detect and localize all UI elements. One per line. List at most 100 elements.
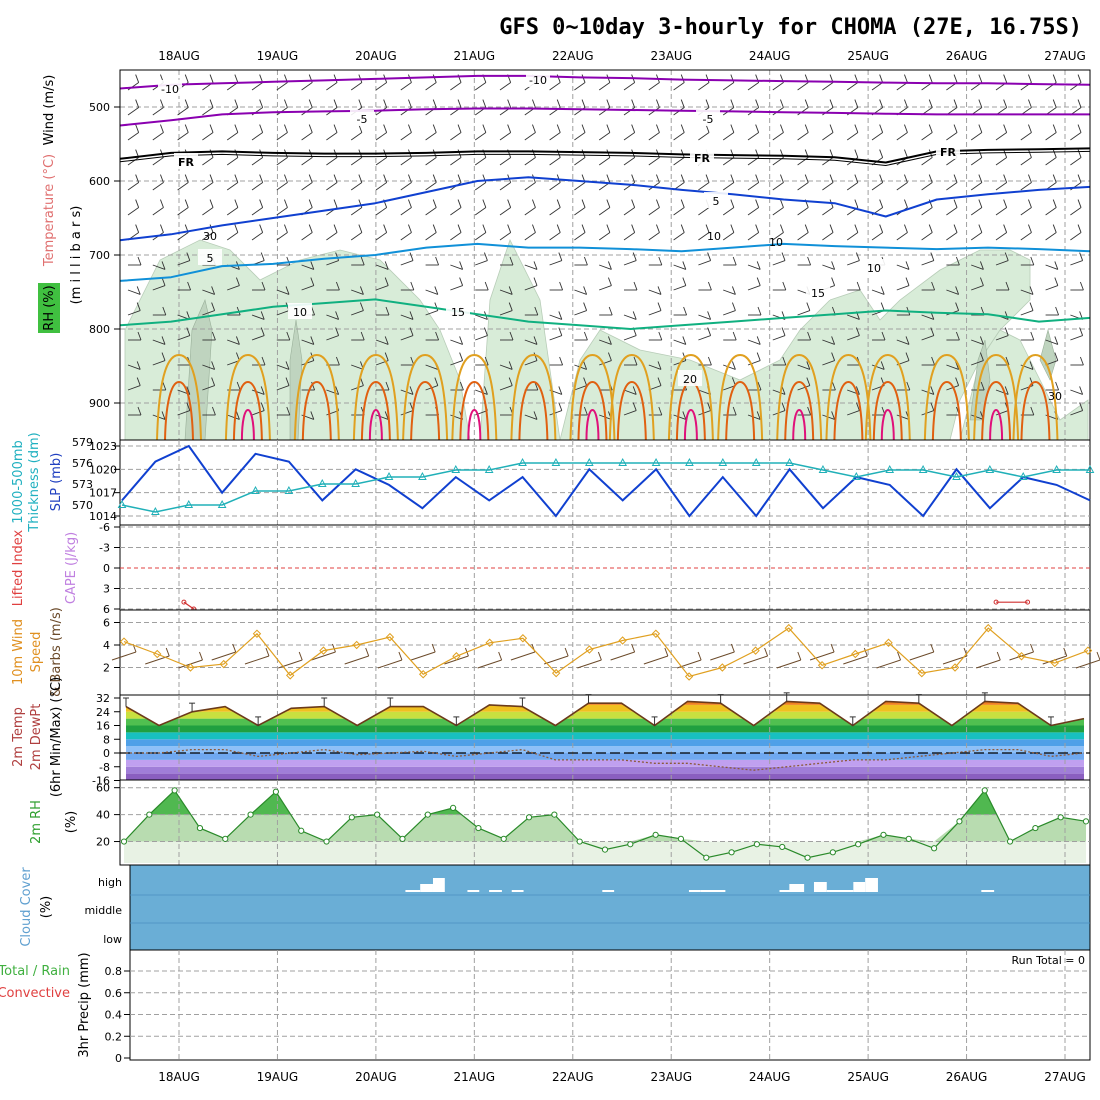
wind-barb <box>301 157 313 166</box>
wind-barb-flag <box>658 256 663 266</box>
wind-barb-flag <box>904 149 908 158</box>
wind-barb <box>1070 157 1082 166</box>
wind-barb <box>400 335 414 341</box>
wind-barb-flag <box>236 381 241 391</box>
wind-barb <box>747 132 759 141</box>
wind-barb <box>400 232 412 241</box>
isotherm-20-arc <box>667 353 714 441</box>
wind-barb <box>350 132 363 141</box>
wind-barb-flag <box>581 224 586 233</box>
wind-barb-flag <box>260 402 265 411</box>
wind-speed-marker <box>418 670 428 679</box>
wind-barb <box>375 414 389 420</box>
wind-barb-flag <box>507 124 512 133</box>
wind-barb-10m-flag <box>232 643 237 653</box>
wind-barb-flag <box>879 174 884 183</box>
wind-barb-flag <box>333 124 338 133</box>
wind-barb-10m <box>809 651 835 661</box>
thickness-marker <box>751 457 761 466</box>
wind-barb-flag <box>284 224 288 233</box>
axis-label-thickness-2: Thickness (dm) <box>27 432 42 532</box>
wind-barb-flag <box>707 252 712 261</box>
wind-barb-flag <box>904 224 908 233</box>
wind-barb <box>623 107 635 116</box>
wind-barb <box>301 360 314 366</box>
rh-area-mid <box>124 790 1086 842</box>
wind-barb-flag <box>657 286 662 295</box>
wind-barb <box>326 157 338 166</box>
pressure-tick-label: 700 <box>89 249 110 262</box>
wind-barb-flag <box>532 199 536 208</box>
wind-barb-flag <box>1077 174 1082 183</box>
wind-barb <box>598 82 611 91</box>
wind-barb-flag <box>607 261 612 270</box>
wind-barb-flag <box>310 277 315 286</box>
wind-barb <box>772 335 786 341</box>
wind-barb <box>921 314 934 320</box>
wind-barb <box>1020 310 1034 316</box>
wind-speed-marker <box>153 649 162 659</box>
date-label-bottom: 18AUG <box>158 1070 200 1084</box>
wind-barb <box>375 157 387 166</box>
cloud-bar <box>853 882 866 892</box>
wind-barb <box>1045 132 1057 141</box>
wind-barb-flag <box>953 174 958 183</box>
wind-barb-flag <box>904 199 908 208</box>
wind-barb <box>747 264 761 270</box>
wind-barb-flag <box>409 311 414 320</box>
wind-barb-flag <box>260 386 265 395</box>
wind-barb-flag <box>135 199 140 208</box>
wind-barb <box>475 335 488 341</box>
wind-barb <box>896 339 910 345</box>
cloud-bar <box>511 890 524 892</box>
wind-barb <box>524 264 538 270</box>
wind-barb-flag <box>854 224 859 233</box>
wind-barb <box>152 157 164 166</box>
wind-barb <box>797 157 809 166</box>
slp-ticks: 570 573 576 579 1014 1017 1020 1023 <box>72 436 120 523</box>
wind-barb <box>1045 232 1057 241</box>
wind-barb <box>599 285 612 291</box>
wind-barb <box>425 232 437 241</box>
wind-barb-flag <box>556 224 561 233</box>
isotherm-20-arc <box>776 353 823 441</box>
wind-barb <box>350 232 363 241</box>
wind-barb-flag <box>507 224 512 233</box>
wind-barb <box>276 82 288 91</box>
slp-tick: 1023 <box>89 440 117 453</box>
contour-label-bg <box>936 143 960 159</box>
date-label-bottom: 22AUG <box>552 1070 594 1084</box>
thickness-marker <box>184 499 194 508</box>
axis-label-wind: Wind (m/s) <box>42 75 57 146</box>
wind-barb-flag <box>780 199 784 208</box>
contour-label: 30 <box>203 230 217 243</box>
thickness-marker <box>785 457 794 466</box>
wind-barb-flag <box>656 174 660 183</box>
wind-barb-flag <box>583 286 588 295</box>
contour-label: -5 <box>357 113 368 126</box>
temp-tick: -16 <box>92 775 110 788</box>
isotherm-25-arc <box>833 380 864 441</box>
wind-barb-flag <box>508 286 513 295</box>
rh-marker <box>171 787 178 794</box>
wind-barb <box>350 82 363 91</box>
wind-barb-flag <box>1004 311 1009 320</box>
wind-barb-flag <box>435 256 440 266</box>
wind-barb <box>549 157 561 166</box>
wind-barb <box>499 232 511 241</box>
wind-barb-flag <box>955 302 960 311</box>
contour-label: 5 <box>713 195 720 208</box>
wind-barb <box>946 132 958 141</box>
wind-barb-flag <box>680 224 685 233</box>
wind-barb <box>326 132 338 141</box>
rh-tick: 40 <box>96 809 110 822</box>
wind-barb-flag <box>879 99 884 108</box>
wind-barb-flag <box>432 174 437 183</box>
wind-barb-flag <box>881 331 886 341</box>
wind-barb <box>276 157 288 166</box>
temp-tick: 8 <box>103 733 110 746</box>
wind-barb-flag <box>284 99 288 108</box>
wind-barb-flag <box>705 74 710 83</box>
wind-barb <box>177 335 190 341</box>
wind-barb <box>648 132 660 141</box>
